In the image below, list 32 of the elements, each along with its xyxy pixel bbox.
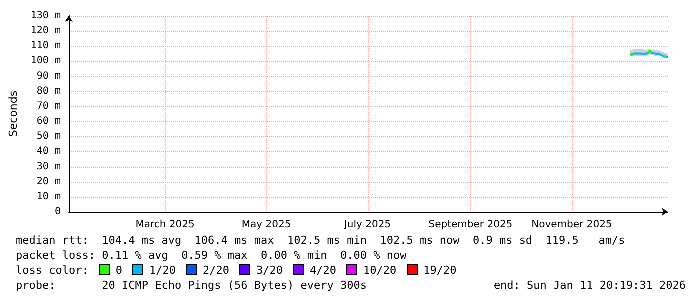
text: median rtt: 104.4 ms avg 106.4 ms max 102.5 ms min 102.5 ms now 0.9 ms sd 119.5 am/s xyxy=(16,233,626,248)
y-tick-label: 50 m xyxy=(36,131,61,142)
y-tick-label: 30 m xyxy=(36,161,61,172)
y-tick-label: 110 m xyxy=(30,40,61,52)
y-tick-label: 80 m xyxy=(36,86,61,97)
y-tick-label: 120 m xyxy=(30,26,61,37)
y-tick-label: 40 m xyxy=(36,146,61,158)
x-tick-label: May 2025 xyxy=(242,220,292,230)
y-tick-label: 130 m xyxy=(30,10,61,22)
legend-label: 10/20 xyxy=(363,264,397,277)
x-tick-label: November 2025 xyxy=(532,220,612,230)
y-tick-label: 0 xyxy=(54,206,61,218)
legend-label: 19/20 xyxy=(424,264,457,277)
legend-label: 0 xyxy=(116,264,122,277)
text: probe: 20 ICMP Echo Pings (56 Bytes) every 300s xyxy=(16,279,367,292)
x-tick-label: July 2025 xyxy=(343,220,392,230)
x-tick-label: March 2025 xyxy=(136,220,195,230)
y-tick-label: 60 m xyxy=(36,116,61,128)
text: end: Sun Jan 11 20:19:31 2026 xyxy=(494,278,686,293)
y-tick-label: 100 m xyxy=(30,56,61,67)
text: loss color: xyxy=(16,264,89,277)
legend-label: 4/20 xyxy=(310,264,336,277)
x-tick-label: September 2025 xyxy=(428,220,513,230)
legend-label: 2/20 xyxy=(202,264,230,277)
legend-label: 1/20 xyxy=(149,264,176,277)
text: packet loss: 0.11 % avg 0.59 % max 0.00 % min 0.00 % now xyxy=(16,248,408,263)
y-tick-label: 70 m xyxy=(36,100,61,112)
y-tick-label: 10 m xyxy=(36,191,61,202)
legend-label: 3/20 xyxy=(256,264,283,277)
y-tick-label: 20 m xyxy=(36,176,61,188)
y-tick-label: 90 m xyxy=(36,70,61,82)
y-axis-title: Seconds xyxy=(7,90,20,138)
